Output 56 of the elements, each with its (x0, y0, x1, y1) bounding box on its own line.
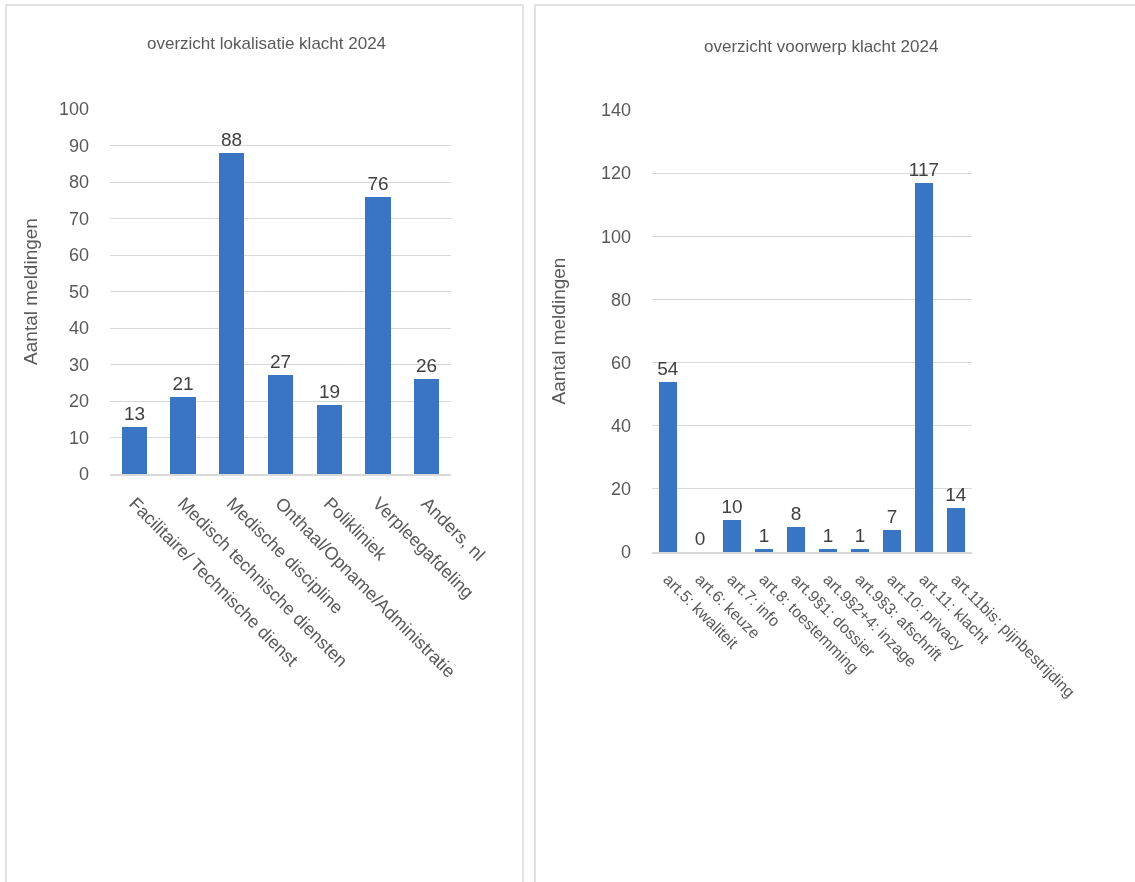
bar (414, 379, 439, 474)
data-label: 8 (790, 503, 802, 524)
data-label: 0 (694, 528, 706, 549)
chart-title: overzicht lokalisatie klacht 2024 (147, 34, 387, 53)
bar (268, 375, 293, 474)
data-label: 13 (123, 403, 146, 424)
data-label: 14 (945, 484, 967, 505)
data-label: 1 (854, 525, 866, 546)
y-tick-label: 90 (68, 135, 89, 156)
data-label: 10 (721, 496, 743, 517)
bar (819, 549, 837, 552)
data-label: 54 (657, 358, 679, 379)
y-tick-label: 20 (610, 479, 631, 500)
y-tick-label: 40 (610, 416, 631, 437)
y-tick-label: 0 (78, 464, 89, 485)
y-axis-title: Aantal meldingen (547, 257, 569, 405)
y-tick-label: 100 (58, 99, 89, 120)
y-tick-label: 70 (68, 208, 89, 229)
bar (787, 527, 805, 552)
bar (170, 397, 196, 474)
bar (755, 549, 773, 552)
y-tick-label: 60 (68, 245, 89, 266)
data-label: 1 (758, 525, 770, 546)
bar (851, 549, 869, 552)
y-tick-label: 50 (68, 281, 89, 302)
y-tick-label: 120 (600, 163, 631, 184)
y-tick-label: 60 (610, 352, 631, 373)
data-label: 1 (822, 525, 834, 546)
y-tick-label: 100 (600, 226, 631, 247)
y-axis-title: Aantal meldingen (19, 218, 41, 365)
bar (219, 153, 244, 474)
bar (883, 530, 901, 552)
y-tick-label: 10 (68, 427, 89, 448)
data-label: 88 (220, 129, 243, 150)
bar (723, 520, 741, 552)
bar (659, 382, 677, 552)
y-tick-label: 30 (68, 354, 89, 375)
data-label: 19 (318, 381, 341, 402)
y-tick-label: 140 (600, 100, 631, 121)
bar (947, 508, 965, 552)
data-label: 27 (269, 351, 292, 372)
data-label: 7 (886, 506, 898, 527)
y-tick-label: 20 (68, 391, 89, 412)
bar (365, 197, 391, 474)
bar (122, 427, 147, 474)
bar (915, 183, 933, 552)
data-label: 76 (367, 173, 389, 194)
bar (317, 405, 342, 474)
chart-title: overzicht voorwerp klacht 2024 (704, 37, 939, 56)
data-label: 21 (172, 373, 194, 394)
y-tick-label: 80 (68, 172, 89, 193)
y-tick-label: 80 (610, 289, 631, 310)
data-label: 117 (908, 159, 940, 180)
y-tick-label: 40 (68, 318, 89, 339)
y-tick-label: 0 (620, 542, 631, 563)
data-label: 26 (415, 355, 438, 376)
